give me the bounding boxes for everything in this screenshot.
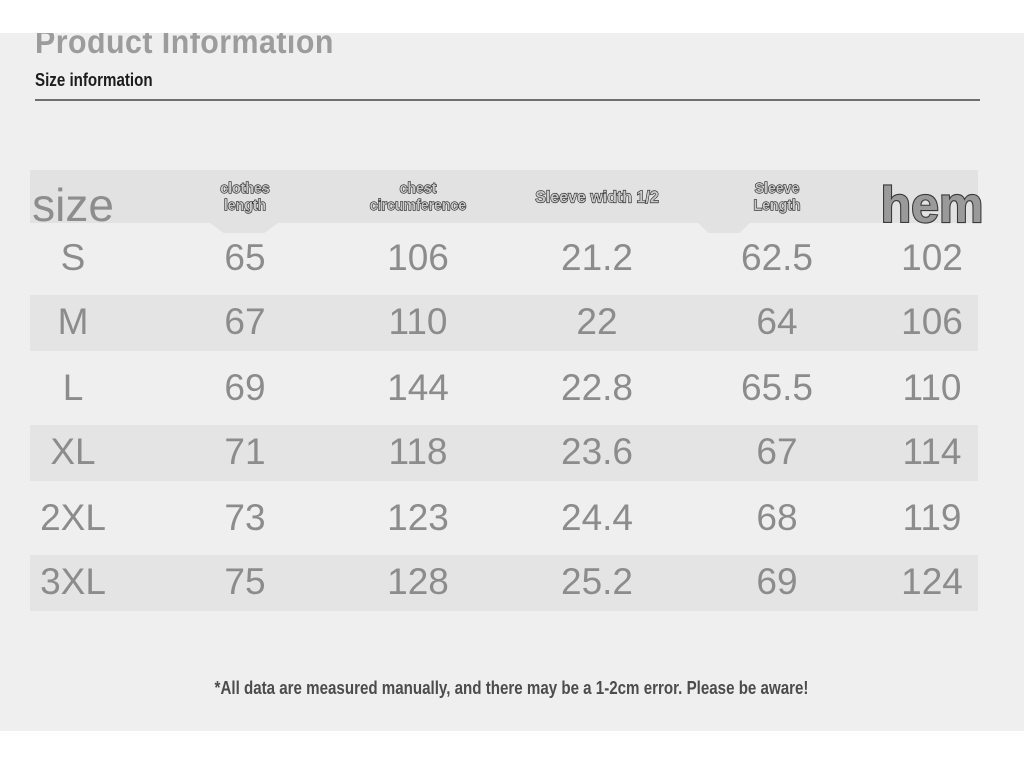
size-label: XL — [50, 431, 96, 473]
table-header-row: size clothes length chest circumference … — [30, 170, 985, 233]
table-cell: 73 — [224, 496, 266, 538]
table-cell: 22 — [576, 301, 618, 343]
header-cell-size: size — [32, 179, 114, 231]
header-cell-sleeve-length: Sleeve Length — [753, 179, 801, 214]
table-cell: 22.8 — [560, 366, 634, 408]
size-label: M — [57, 301, 89, 343]
table-cell: 124 — [901, 561, 963, 603]
header-cell-hem: hem — [879, 177, 984, 233]
table-row: 2XL 73 123 24.4 68 119 — [30, 486, 978, 551]
table-cell: 65 — [224, 236, 266, 278]
table-cell: 106 — [387, 236, 449, 278]
header-cell-clothes-length: clothes length — [220, 179, 270, 214]
table-cell: 65.5 — [740, 366, 814, 408]
table-cell: 110 — [388, 301, 448, 343]
table-row: 3XL 75 128 25.2 69 124 — [30, 551, 978, 616]
table-cell: 23.6 — [560, 431, 634, 473]
table-cell: 21.2 — [560, 236, 634, 278]
footnote-row: *All data are measured manually, and the… — [0, 678, 1024, 699]
table-cell: 123 — [387, 496, 449, 538]
size-label: 2XL — [40, 496, 106, 538]
header-tab-decoration — [210, 223, 278, 233]
table-cell: 119 — [902, 496, 962, 538]
table-cell: 144 — [387, 366, 449, 408]
table-body: S 65 106 21.2 62.5 102 M 67 110 22 64 106 L 69 144 22.8… — [30, 226, 978, 616]
table-cell: 69 — [756, 561, 798, 603]
size-label: L — [62, 366, 84, 408]
table-cell: 68 — [756, 496, 798, 538]
content-area: Product Information Size information siz… — [0, 33, 1024, 731]
header-cell-sleeve-width: Sleeve width 1/2 — [535, 187, 660, 206]
table-cell: 67 — [756, 431, 798, 473]
header-cell-chest-circumference: chest circumference — [369, 179, 467, 214]
table-cell: 110 — [902, 366, 962, 408]
table-cell: 118 — [388, 431, 448, 473]
table-row: S 65 106 21.2 62.5 102 — [30, 226, 978, 291]
footnote: *All data are measured manually, and the… — [215, 678, 809, 698]
table-cell: 69 — [224, 366, 266, 408]
size-label: S — [60, 236, 86, 278]
page-title: Product Information — [35, 33, 334, 60]
table-cell: 62.5 — [740, 236, 814, 278]
table-cell: 114 — [902, 431, 962, 473]
table-cell: 24.4 — [560, 496, 634, 538]
table-cell: 102 — [901, 236, 963, 278]
table-cell: 67 — [224, 301, 266, 343]
table-row: L 69 144 22.8 65.5 110 — [30, 356, 978, 421]
size-label: 3XL — [40, 561, 106, 603]
section-subtitle: Size information — [35, 70, 153, 90]
table-cell: 25.2 — [560, 561, 634, 603]
table-cell: 128 — [387, 561, 449, 603]
table-cell: 75 — [224, 561, 266, 603]
table-cell: 71 — [224, 431, 266, 473]
table-cell: 106 — [901, 301, 963, 343]
divider — [35, 99, 980, 101]
size-table: size clothes length chest circumference … — [30, 170, 985, 616]
table-row: M 67 110 22 64 106 — [30, 291, 978, 356]
table-row: XL 71 118 23.6 67 114 — [30, 421, 978, 486]
table-cell: 64 — [756, 301, 798, 343]
header-tab-decoration — [698, 223, 750, 233]
